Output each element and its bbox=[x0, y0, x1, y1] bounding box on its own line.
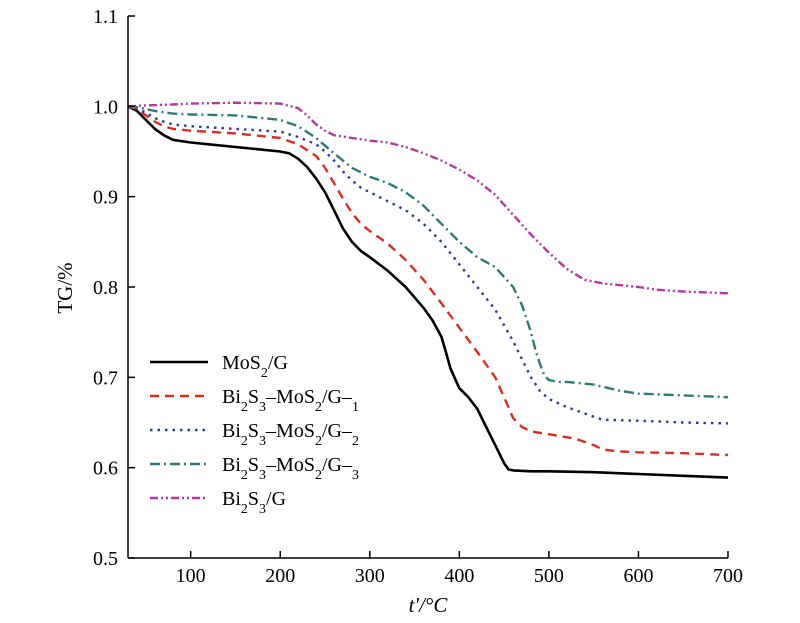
legend: MoS2/G Bi2S3–MoS2/G–1 Bi2S3–MoS2/G–2 Bi2S3–… bbox=[150, 352, 359, 517]
x-axis-title: t′/°C bbox=[409, 593, 449, 617]
series-line bbox=[127, 105, 729, 399]
y-tick-label: 0.6 bbox=[93, 458, 118, 480]
x-tick-label: 300 bbox=[355, 565, 385, 587]
y-tick-label: 1.1 bbox=[93, 6, 118, 28]
series-line bbox=[127, 105, 729, 479]
series-line bbox=[127, 105, 729, 425]
y-tick-label: 0.7 bbox=[93, 367, 118, 389]
x-tick-label: 700 bbox=[713, 565, 743, 587]
legend-label: Bi2S3/G bbox=[222, 488, 286, 517]
x-ticks: 100 200 300 400 500 600 700 bbox=[176, 551, 743, 587]
legend-label: Bi2S3–MoS2/G–3 bbox=[222, 454, 359, 483]
legend-label: MoS2/G bbox=[222, 352, 288, 381]
legend-label: Bi2S3–MoS2/G–1 bbox=[222, 386, 359, 415]
x-tick-label: 500 bbox=[534, 565, 564, 587]
series-layer bbox=[127, 101, 729, 479]
legend-label: Bi2S3–MoS2/G–2 bbox=[222, 420, 359, 449]
series-line bbox=[127, 101, 729, 295]
y-tick-label: 0.8 bbox=[93, 277, 118, 299]
y-tick-label: 1.0 bbox=[93, 96, 118, 118]
y-tick-label: 0.5 bbox=[93, 548, 118, 570]
y-ticks: 0.5 0.6 0.7 0.8 0.9 1.0 1.1 bbox=[93, 6, 135, 570]
y-axis-title: TG/% bbox=[53, 262, 77, 313]
x-tick-label: 100 bbox=[176, 565, 206, 587]
x-tick-label: 400 bbox=[444, 565, 474, 587]
x-tick-label: 200 bbox=[265, 565, 295, 587]
axes: 100 200 300 400 500 600 700 0.5 0.6 0.7 0.8 0.9 1.0… bbox=[93, 6, 743, 587]
x-tick-label: 600 bbox=[623, 565, 653, 587]
series-line bbox=[127, 105, 729, 457]
y-tick-label: 0.9 bbox=[93, 187, 118, 209]
